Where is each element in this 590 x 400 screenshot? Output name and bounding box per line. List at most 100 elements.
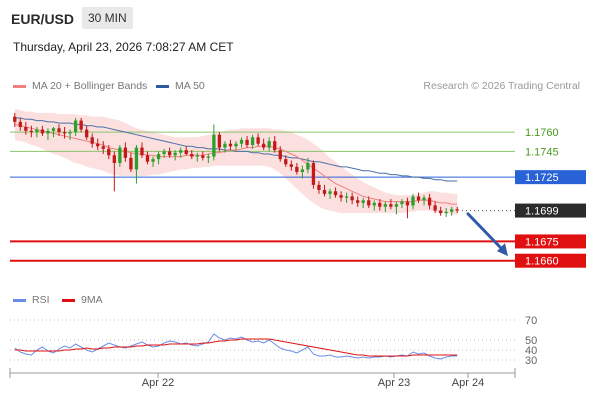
rsi-swatch [13, 298, 26, 302]
candle-body [129, 157, 133, 170]
candle-body [206, 156, 211, 158]
candle-body [73, 120, 78, 133]
candle-body [79, 120, 83, 130]
timeframe-button[interactable]: 30 MIN [82, 7, 133, 29]
candle-body [427, 197, 432, 206]
candle-body [123, 147, 128, 158]
header: EUR/USD 30 MIN [0, 0, 590, 36]
candle-body [29, 130, 34, 133]
level-label: 1.1725 [525, 172, 559, 184]
candle-body [372, 202, 376, 206]
candle-body [273, 141, 277, 151]
candle-body [40, 129, 45, 134]
bollinger-band [14, 109, 458, 215]
legend-9ma: 9MA [62, 294, 103, 306]
candle-body [416, 196, 421, 201]
level-label-bg [515, 253, 586, 268]
candle-body [250, 137, 255, 145]
candle-body [389, 204, 393, 207]
candle-body [361, 200, 365, 203]
rsi-line [14, 333, 458, 360]
candle-body [367, 200, 371, 206]
ma9-swatch [62, 298, 75, 302]
level-label: 1.1760 [525, 127, 559, 139]
candle-body [101, 146, 105, 149]
timestamp: Thursday, April 23, 2026 7:08:27 AM CET [13, 40, 234, 54]
legend-9ma-label: 9MA [81, 294, 103, 306]
candle-body [118, 147, 122, 163]
candle-body [167, 151, 172, 156]
candle-body [179, 150, 183, 153]
credit-text: Research © 2026 Trading Central [423, 80, 580, 92]
candle-body [151, 159, 155, 162]
candle-body [394, 204, 399, 207]
candle-body [18, 121, 22, 127]
candle-body [344, 196, 349, 198]
candle-body [311, 163, 316, 185]
legend-ma50-label: MA 50 [175, 80, 205, 92]
forecast-arrow-shaft [466, 212, 505, 252]
candle-body [212, 134, 216, 157]
candle-body [107, 148, 111, 156]
candle-body [239, 139, 244, 144]
candle-body [190, 154, 194, 157]
candle-body [13, 116, 17, 122]
candle-body [24, 127, 28, 131]
x-tick-label: Apr 24 [452, 377, 484, 389]
candle-body [306, 163, 310, 170]
candle-body [284, 159, 288, 165]
candle-body [289, 164, 293, 167]
candle-body [201, 155, 205, 158]
legend-ma20: MA 20 + Bollinger Bands [13, 80, 147, 92]
candle-body [57, 128, 61, 133]
level-label: 1.1699 [525, 206, 559, 218]
candle-body [317, 184, 321, 190]
candle-body [422, 197, 426, 201]
candle-body [245, 139, 249, 145]
candle-body [96, 143, 100, 147]
level-label-bg [515, 170, 586, 185]
level-label: 1.1660 [525, 256, 559, 268]
candle-body [455, 209, 459, 211]
candle-body [173, 152, 177, 156]
candle-body [162, 151, 166, 154]
rsi-ma-line [14, 338, 458, 357]
candle-body [322, 190, 327, 194]
candle-body [267, 141, 271, 148]
rsi-tick-label: 40 [525, 345, 537, 357]
level-label: 1.1745 [525, 146, 559, 158]
candle-body [140, 147, 144, 156]
candle-body [46, 130, 50, 134]
ma50-swatch [156, 84, 169, 88]
rsi-tick-label: 30 [525, 355, 537, 367]
candle-body [195, 155, 199, 157]
legend-ma50: MA 50 [156, 80, 205, 92]
level-label-bg [515, 203, 586, 218]
candle-body [450, 209, 454, 212]
level-label: 1.1675 [525, 236, 559, 248]
candle-body [400, 201, 404, 205]
candle-body [405, 201, 410, 206]
candle-body [62, 132, 67, 134]
candle-body [51, 128, 56, 131]
candle-body [184, 150, 188, 154]
candle-body [261, 143, 266, 148]
forecast-arrow-head [497, 243, 508, 257]
candle-body [350, 196, 354, 201]
candle-body [383, 204, 387, 207]
candle-body [112, 155, 116, 163]
candle-body [378, 202, 382, 207]
level-label-bg [515, 234, 586, 249]
candle-body [438, 210, 443, 214]
legend-rsi-label: RSI [32, 294, 50, 306]
candle-body [278, 150, 282, 160]
candle-body [134, 147, 139, 170]
candle-body [223, 143, 227, 148]
ma50-line [14, 117, 458, 182]
candle-body [90, 137, 94, 144]
instrument-title: EUR/USD [11, 11, 75, 27]
candle-body [234, 143, 238, 147]
candle-body [217, 134, 222, 148]
candle-body [411, 196, 415, 206]
